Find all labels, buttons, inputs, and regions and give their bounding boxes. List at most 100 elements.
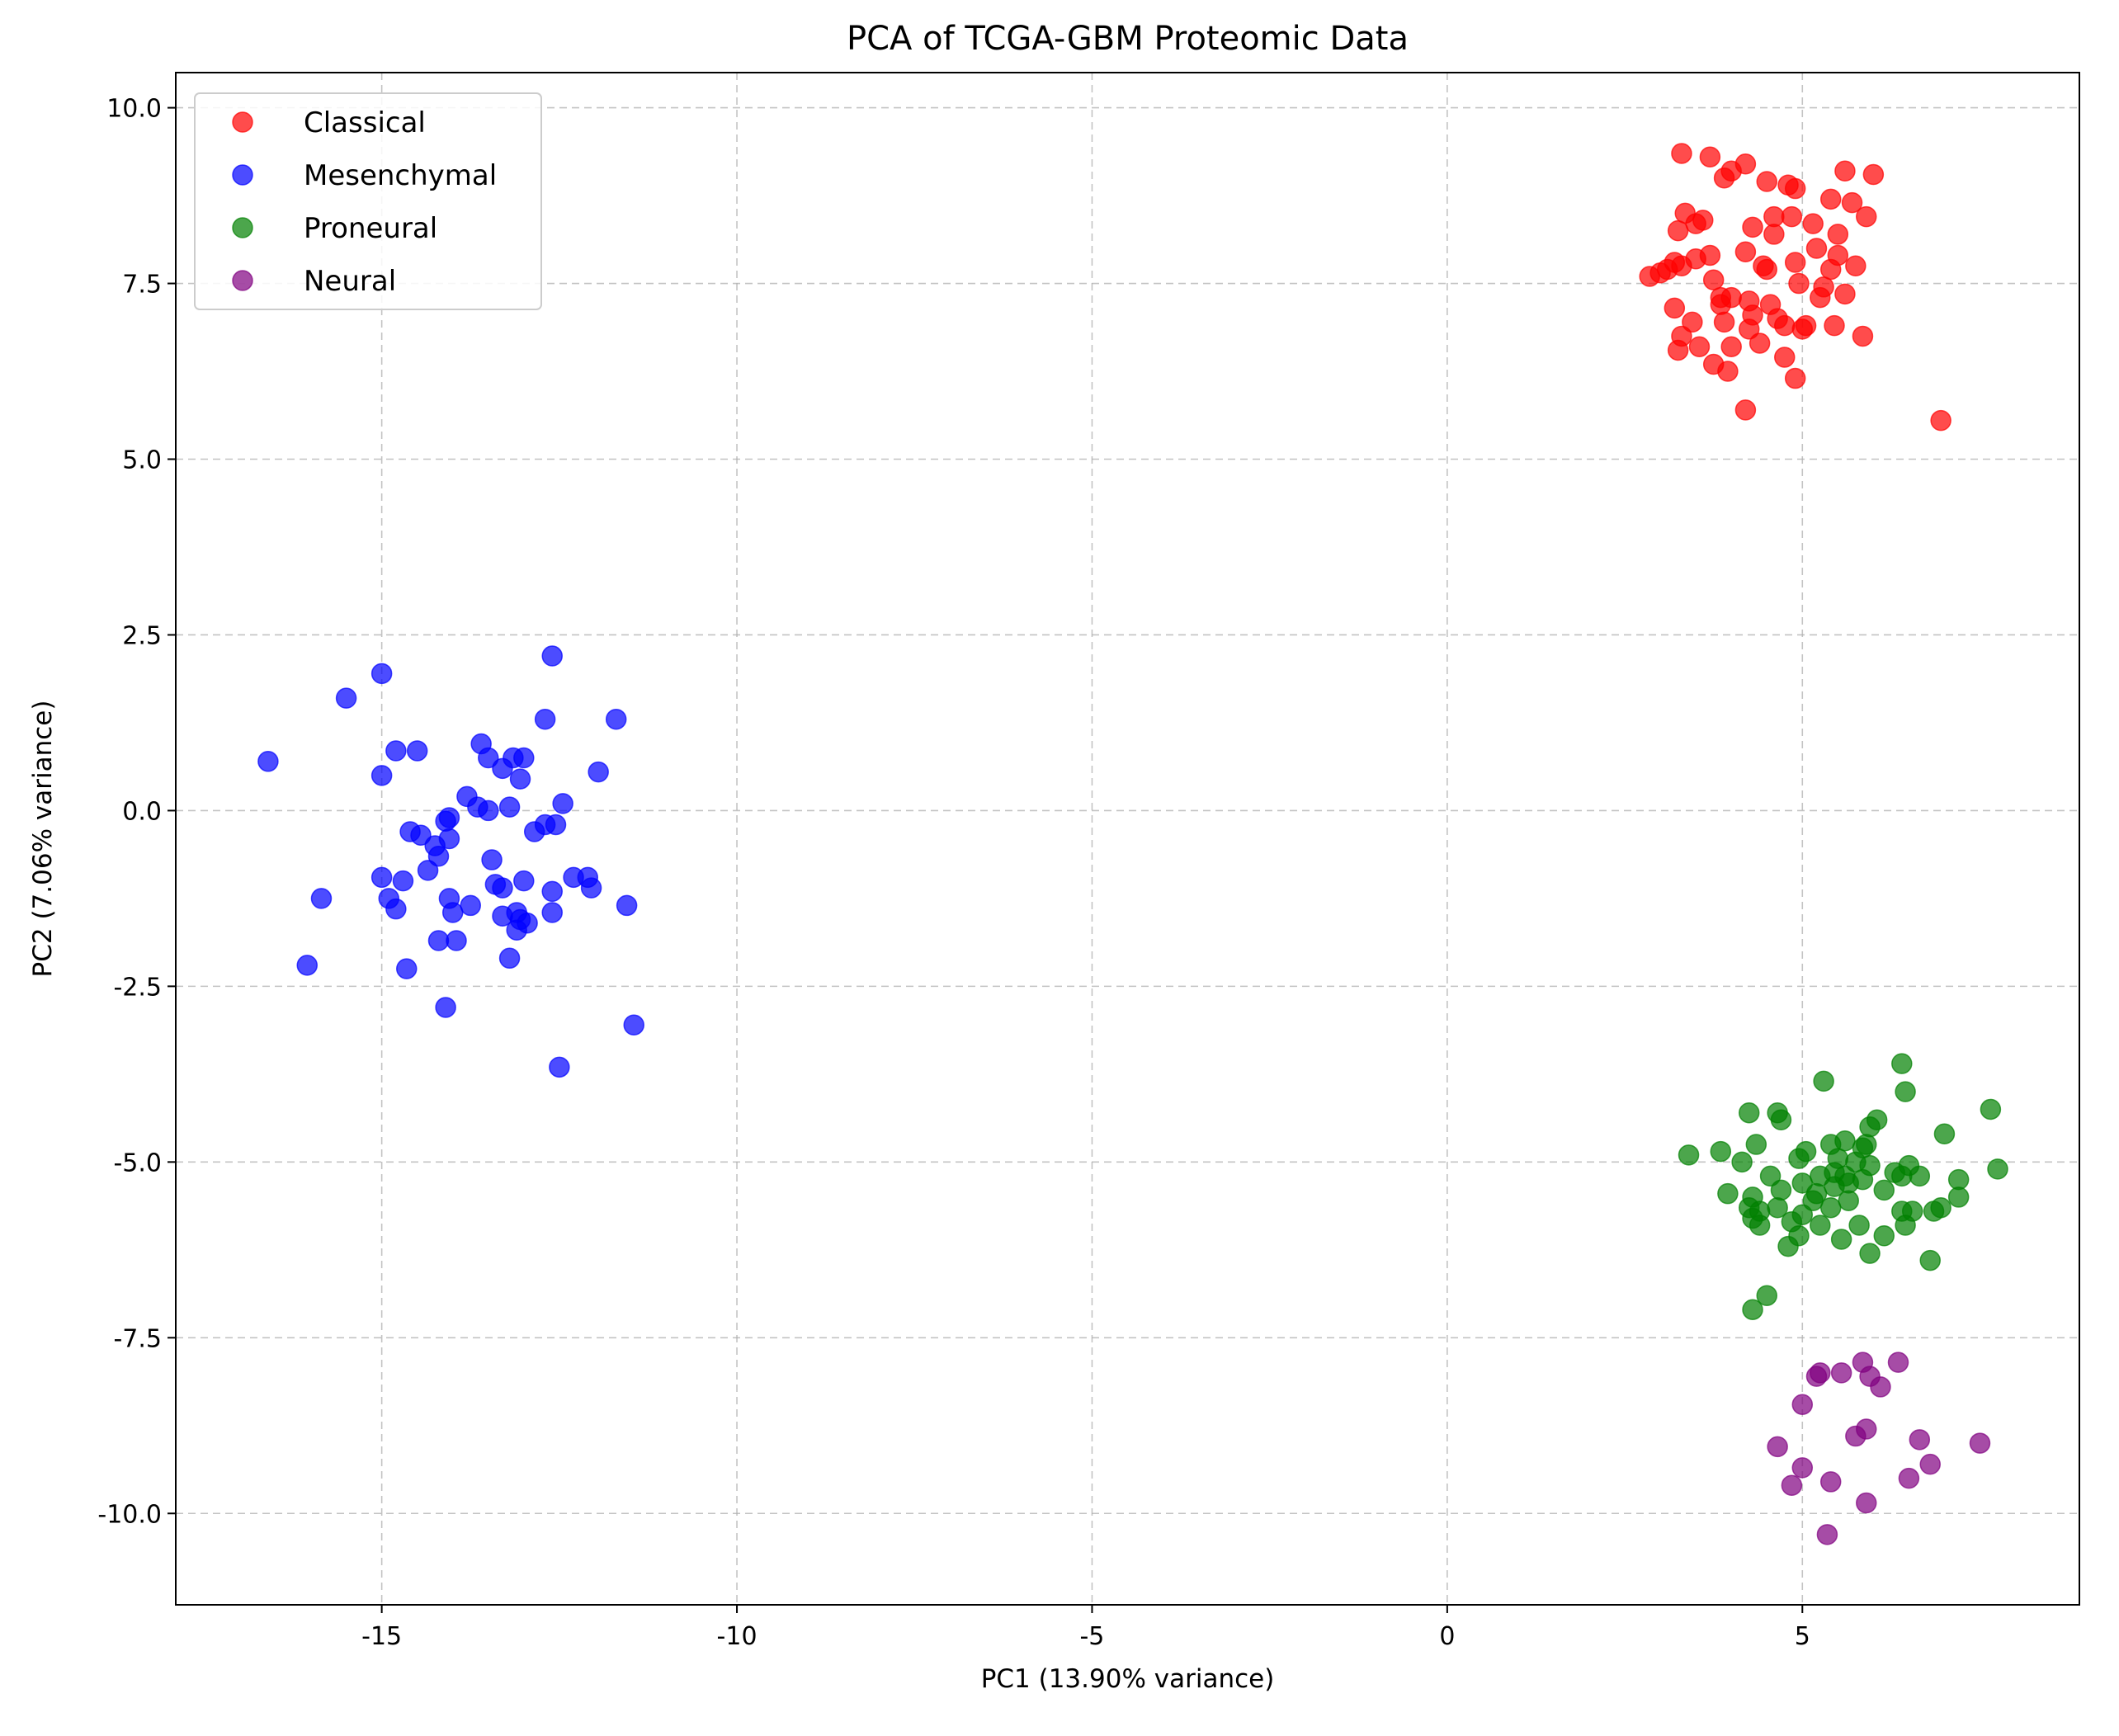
data-points [257, 143, 2008, 1545]
data-point-classical [1841, 191, 1863, 214]
data-point-neural [1791, 1457, 1814, 1479]
x-tick-label: -15 [361, 1622, 402, 1651]
data-point-classical [1667, 339, 1689, 361]
data-point-mesenchymal [541, 645, 563, 667]
data-point-classical [1667, 219, 1689, 242]
data-point-classical [1834, 160, 1856, 182]
legend: Classical Mesenchymal Proneural Neural [194, 92, 542, 310]
data-point-proneural [1919, 1249, 1941, 1271]
data-point-neural [1819, 1471, 1842, 1493]
data-point-neural [1898, 1467, 1920, 1489]
data-point-neural [1767, 1436, 1788, 1458]
data-point-proneural [1838, 1190, 1859, 1211]
data-point-mesenchymal [509, 768, 531, 790]
data-point-mesenchymal [385, 740, 407, 762]
data-point-proneural [1742, 1299, 1763, 1320]
data-point-neural [1816, 1524, 1838, 1545]
data-point-mesenchymal [513, 747, 535, 769]
data-point-proneural [1795, 1140, 1817, 1163]
data-point-classical [1784, 177, 1806, 200]
data-point-mesenchymal [370, 866, 393, 889]
data-point-classical [1774, 314, 1796, 337]
data-point-classical [1763, 205, 1785, 228]
data-point-proneural [1834, 1130, 1856, 1152]
y-tick-label: -10.0 [97, 1500, 162, 1529]
data-point-proneural [1777, 1235, 1799, 1257]
data-point-mesenchymal [406, 740, 428, 762]
data-point-classical [1749, 333, 1771, 354]
data-point-proneural [1852, 1137, 1874, 1159]
data-point-proneural [1909, 1165, 1931, 1187]
data-point-mesenchymal [427, 930, 450, 951]
data-point-proneural [1770, 1109, 1792, 1130]
axes-frame [175, 72, 2080, 1606]
y-tick-label: 5.0 [122, 446, 162, 475]
data-point-classical [1788, 272, 1810, 295]
legend-label-proneural: Proneural [304, 212, 437, 245]
data-point-classical [1805, 238, 1828, 259]
data-point-proneural [1759, 1165, 1782, 1187]
data-point-proneural [1678, 1144, 1700, 1166]
data-point-proneural [1810, 1215, 1831, 1236]
data-point-classical [1784, 367, 1806, 389]
data-point-mesenchymal [438, 828, 460, 850]
data-point-mesenchymal [541, 902, 563, 923]
data-point-mesenchymal [410, 824, 432, 846]
data-point-classical [1713, 311, 1735, 333]
data-point-proneural [1947, 1168, 1970, 1191]
data-point-mesenchymal [506, 919, 527, 941]
data-point-classical [1649, 262, 1671, 284]
data-point-proneural [1745, 1134, 1767, 1155]
data-point-classical [1834, 283, 1856, 305]
data-point-mesenchymal [435, 810, 456, 832]
data-point-classical [1819, 188, 1842, 210]
x-tick-label: -5 [1079, 1622, 1104, 1651]
data-point-mesenchymal [534, 708, 556, 730]
legend-box [194, 92, 542, 310]
data-point-proneural [1852, 1168, 1874, 1191]
data-point-neural [1791, 1394, 1814, 1415]
data-point-mesenchymal [481, 849, 503, 870]
y-tick-label: -7.5 [113, 1324, 162, 1353]
data-point-mesenchymal [545, 814, 567, 836]
data-point-neural [1969, 1432, 1991, 1454]
data-point-classical [1720, 336, 1742, 357]
data-point-mesenchymal [478, 800, 499, 822]
grid [176, 73, 2079, 1605]
data-point-proneural [1710, 1140, 1732, 1163]
data-point-mesenchymal [441, 902, 464, 923]
data-point-mesenchymal [335, 687, 357, 709]
y-tick-label: 10.0 [106, 95, 162, 124]
data-point-classical [1802, 213, 1824, 234]
data-point-mesenchymal [370, 765, 393, 786]
data-point-proneural [1947, 1186, 1970, 1208]
data-point-proneural [1813, 1070, 1834, 1092]
x-axis-label: PC1 (13.90% variance) [981, 1664, 1275, 1694]
y-axis-label: PC2 (7.06% variance) [28, 701, 58, 978]
data-point-classical [1742, 216, 1763, 238]
data-point-classical [1763, 224, 1785, 245]
data-point-classical [1685, 248, 1706, 270]
data-point-classical [1753, 255, 1774, 277]
data-point-proneural [1848, 1215, 1870, 1236]
data-point-neural [1845, 1425, 1867, 1447]
data-point-mesenchymal [492, 877, 513, 899]
data-point-proneural [1980, 1098, 2002, 1120]
data-point-classical [1756, 171, 1777, 192]
data-point-proneural [1859, 1243, 1881, 1264]
data-point-mesenchymal [392, 870, 414, 892]
data-point-mesenchymal [460, 894, 481, 917]
data-point-mesenchymal [549, 1056, 570, 1078]
data-point-proneural [1767, 1196, 1788, 1219]
data-point-proneural [1930, 1196, 1951, 1219]
data-point-proneural [1873, 1225, 1895, 1247]
data-point-mesenchymal [370, 663, 393, 685]
data-point-mesenchymal [623, 1014, 644, 1035]
y-tick-label: 0.0 [122, 797, 162, 826]
x-tick-label: 5 [1795, 1622, 1810, 1651]
legend-label-neural: Neural [304, 265, 396, 298]
data-point-neural [1856, 1492, 1877, 1514]
data-point-proneural [1987, 1158, 2008, 1180]
